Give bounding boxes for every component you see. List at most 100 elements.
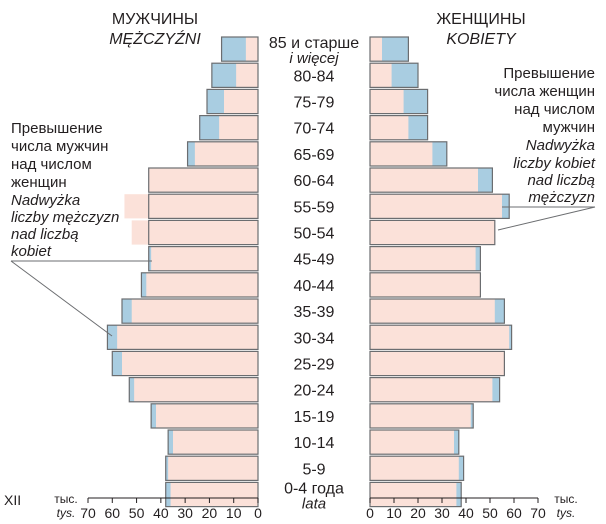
male-bar-base — [236, 63, 258, 88]
male-tick-label: 70 — [80, 505, 96, 521]
female-tick-label: 30 — [434, 505, 450, 521]
annotation-line: nad liczbą — [527, 172, 595, 189]
female-bar-base — [370, 220, 495, 245]
male-bar-base — [122, 351, 258, 376]
age-label: 65-69 — [294, 147, 335, 164]
male-bar-base — [124, 194, 258, 219]
age-label: 40-44 — [294, 278, 335, 295]
male-tick-label: 20 — [202, 505, 218, 521]
annotation-line: liczby kobiet — [513, 155, 596, 172]
age-label: 80-84 — [294, 68, 335, 85]
female-bar — [369, 193, 510, 219]
female-bar-base — [370, 89, 404, 114]
male-bar — [148, 193, 259, 219]
female-bar — [369, 350, 505, 377]
male-axis: 0 10 20 30 40 50 60 70 — [80, 497, 262, 521]
age-label-secondary: i więcej — [289, 50, 339, 67]
age-label: 50-54 — [294, 226, 335, 243]
female-bar-base — [370, 430, 454, 455]
male-tick-label: 60 — [104, 505, 120, 521]
male-header: МУЖЧИНЫ — [112, 11, 198, 28]
female-bar — [369, 114, 429, 141]
right-unit-label-secondary: tys. — [557, 506, 576, 520]
annotation-line: kobiet — [11, 243, 52, 260]
male-bar — [106, 324, 259, 351]
annotation-line: Превышение — [11, 120, 103, 137]
female-tick-label: 0 — [366, 505, 374, 521]
female-tick-label: 50 — [482, 505, 498, 521]
age-label: 45-49 — [294, 252, 335, 269]
right-unit-label: тыс. — [554, 492, 577, 506]
annotation-leader-line — [497, 206, 596, 231]
female-bar-base — [370, 246, 476, 271]
female-tick-label: 70 — [530, 505, 546, 521]
male-bar-base — [131, 299, 258, 324]
female-excess-annotation: Превышение числа женщин над числом мужчи… — [494, 65, 596, 231]
male-bar — [140, 272, 259, 298]
age-label: 10-14 — [294, 435, 335, 452]
male-bar-base — [245, 37, 258, 62]
female-bar-base — [370, 482, 457, 507]
female-bar-base — [370, 272, 481, 297]
age-label: 20-24 — [294, 383, 335, 400]
annotation-leader-line — [10, 260, 113, 337]
female-bar-base — [370, 325, 510, 350]
male-bar — [148, 219, 259, 246]
annotation-line: Nadwyżka — [11, 192, 80, 209]
male-bar — [128, 377, 259, 403]
annotation-line: женщин — [11, 174, 67, 191]
male-bar-base — [219, 115, 258, 140]
female-tick-label: 10 — [386, 505, 402, 521]
male-bar-base — [146, 272, 258, 297]
age-label-secondary: lata — [302, 495, 326, 512]
female-bar-base — [370, 168, 478, 193]
female-bar-base — [370, 299, 495, 324]
age-label: 55-59 — [294, 199, 335, 216]
female-bar — [369, 481, 462, 508]
male-bar-base — [168, 456, 258, 481]
male-bar-base — [194, 141, 258, 166]
annotation-line: числа женщин — [494, 83, 595, 100]
female-bar — [369, 88, 429, 115]
male-bar — [165, 481, 259, 508]
female-bars — [369, 36, 513, 508]
male-tick-label: 10 — [226, 505, 242, 521]
male-bar-base — [156, 403, 258, 428]
female-bar — [369, 429, 460, 455]
female-bar-base — [370, 37, 382, 62]
age-label: 15-19 — [294, 409, 335, 426]
male-bar — [211, 62, 259, 89]
left-unit-label-secondary: tys. — [57, 506, 76, 520]
female-bar-base — [370, 403, 471, 428]
male-bar — [165, 455, 259, 482]
female-bar-base — [370, 141, 433, 166]
female-bar — [369, 455, 465, 482]
female-bar — [369, 36, 410, 62]
age-label: 35-39 — [294, 304, 335, 321]
male-bar-base — [151, 246, 258, 271]
male-tick-label: 40 — [153, 505, 169, 521]
male-bar — [121, 298, 259, 324]
annotation-line: числа мужчин — [11, 138, 108, 155]
male-bar-base — [148, 168, 258, 193]
male-excess-annotation: Превышение числа мужчин над числом женщи… — [10, 120, 152, 337]
age-label: 5-9 — [302, 461, 325, 478]
female-axis: 0 10 20 30 40 50 60 70 — [366, 497, 546, 521]
male-bar — [167, 429, 259, 455]
female-bar — [369, 272, 482, 298]
male-tick-label: 0 — [254, 505, 262, 521]
annotation-line: Превышение — [503, 65, 595, 82]
age-label: 70-74 — [294, 121, 335, 138]
female-bar — [369, 324, 513, 351]
annotation-line: liczby mężczyzn — [11, 209, 119, 226]
female-bar — [369, 219, 496, 246]
female-bar-base — [370, 63, 392, 88]
side-label: XII — [4, 492, 21, 508]
female-bar — [369, 403, 474, 429]
male-bar — [148, 246, 259, 272]
age-label: 60-64 — [294, 173, 335, 190]
male-bar-base — [131, 220, 258, 245]
female-header: ЖЕНЩИНЫ — [436, 11, 525, 28]
